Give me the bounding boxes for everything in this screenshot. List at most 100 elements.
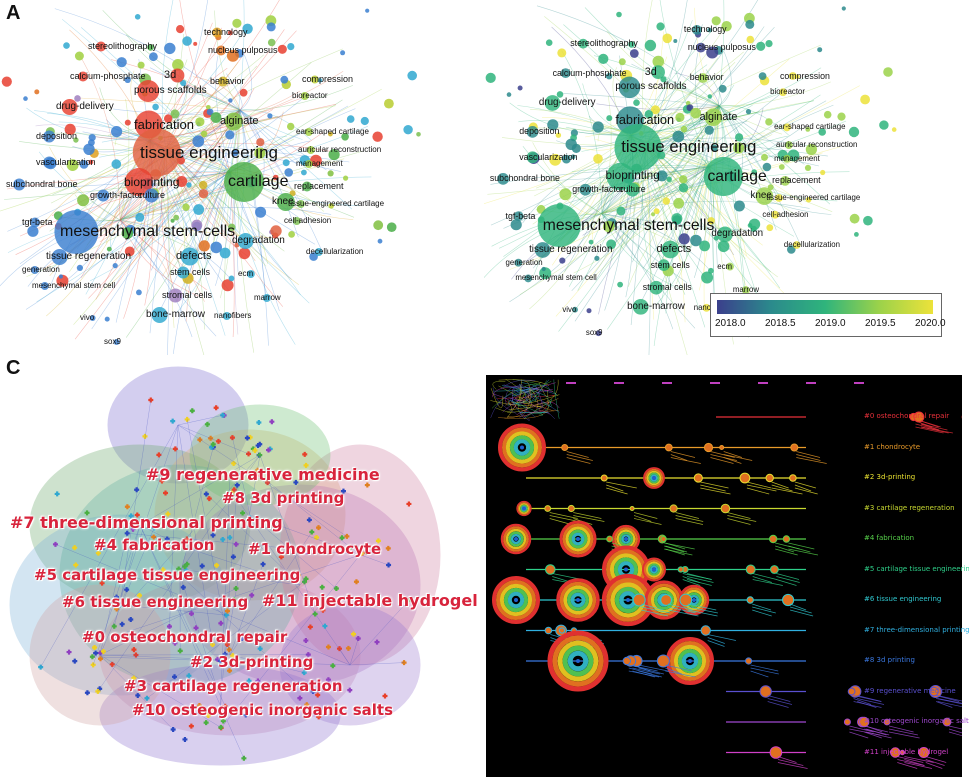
citation-ring (505, 431, 539, 464)
keyword-label-tissue-regeneration: tissue regeneration (529, 243, 613, 255)
citation-ring (654, 590, 674, 610)
network-node (616, 11, 622, 18)
network-node (805, 126, 811, 132)
keyword-node-ecm (726, 262, 734, 271)
keyword-node-replacement (780, 176, 790, 186)
network-edge (719, 105, 790, 136)
cluster-member-marker (243, 712, 249, 718)
network-node (593, 154, 603, 164)
network-edge (632, 166, 710, 263)
network-edge (719, 105, 783, 135)
cluster-member-marker (405, 598, 411, 604)
timeline-cluster-label-1-chondrocyte: #1 chondrocyte (864, 442, 921, 451)
network-edge (578, 105, 720, 233)
cluster-member-marker (240, 510, 246, 516)
keyword-node-cell-adhesion (771, 210, 780, 219)
network-edge (119, 97, 305, 221)
citation-ring (646, 470, 662, 486)
keyword-node-mesenchymal-stem-cells (537, 203, 581, 248)
cluster-member-marker (84, 510, 90, 516)
network-node (588, 239, 594, 245)
timeline-thumbnail-edge (497, 395, 555, 399)
cluster-member-marker (210, 532, 216, 538)
network-edge (106, 171, 231, 202)
keyword-node-deposition (526, 126, 539, 138)
keyword-label-ecm: ecm (238, 269, 254, 278)
network-edge (627, 166, 710, 288)
timeline-node-label (573, 512, 602, 519)
cluster-member-marker (340, 488, 346, 494)
cluster-member-marker (156, 452, 162, 458)
network-edge (146, 171, 231, 296)
cluster-link (99, 654, 174, 730)
timeline-node-label (727, 515, 757, 522)
network-node (673, 197, 685, 209)
citation-ring (507, 591, 525, 609)
network-node (680, 125, 688, 133)
timeline-thumbnail-edge (505, 379, 532, 413)
network-node (104, 316, 110, 322)
network-node (708, 267, 714, 274)
keyword-label-deposition: deposition (36, 131, 78, 141)
network-node (198, 240, 210, 252)
timeline-node (883, 718, 891, 726)
timeline-node-label (849, 725, 874, 733)
network-node (284, 168, 294, 177)
network-node (255, 206, 267, 218)
keyword-label-bioreactor: bioreactor (770, 87, 805, 97)
citation-ring (499, 583, 533, 617)
keyword-node-behavior (218, 76, 228, 87)
network-edge (119, 219, 211, 259)
cluster-member-marker (344, 533, 350, 539)
network-edge (562, 93, 720, 107)
network-node (228, 223, 236, 231)
cluster-link (349, 600, 409, 666)
network-edge (101, 109, 241, 143)
network-node (713, 235, 719, 241)
keyword-node-subchondral-bone (13, 178, 26, 191)
network-node (1, 76, 12, 87)
timeline-node-label (866, 728, 887, 736)
cluster-label-9-regenerative-medicine: #9 regenerative medicine (146, 465, 380, 484)
timeline-node-label (634, 518, 662, 525)
cluster-member-marker (375, 538, 381, 544)
cluster-label-3-cartilage-regeneration: #3 cartilage regeneration (124, 677, 343, 695)
network-edge (719, 81, 831, 107)
cluster-member-marker (84, 690, 90, 696)
network-node (485, 72, 496, 83)
cluster-member-marker (160, 567, 166, 573)
cluster-member-marker (213, 405, 219, 411)
timeline-node-label (670, 454, 688, 461)
keyword-node-vivo (89, 315, 96, 321)
keyword-node-stromal-cells (649, 280, 664, 295)
cluster-member-marker (301, 670, 307, 676)
cluster-member-marker (131, 647, 137, 653)
network-edge (601, 213, 692, 251)
cluster-link (139, 524, 226, 707)
network-node (678, 183, 689, 193)
keyword-label-cartilage: cartilage (228, 173, 289, 190)
keyword-node-cell-adhesion (292, 217, 301, 225)
network-edge (74, 109, 241, 340)
cluster-link (114, 524, 141, 627)
timeline-node-label (752, 606, 776, 614)
keyword-label-vascularization: vascularization (36, 157, 96, 167)
network-node (34, 89, 40, 95)
network-edge (718, 105, 781, 198)
keyword-node-stereolithography (96, 41, 106, 52)
network-node (199, 180, 208, 190)
cluster-link (179, 447, 214, 576)
timeline-node-label (723, 451, 743, 458)
timeline-node-label (915, 423, 939, 431)
timeline-node (703, 442, 714, 453)
timeline-node (859, 716, 870, 728)
network-node (182, 203, 190, 211)
network-edge (585, 105, 720, 138)
network-node (711, 144, 718, 152)
timeline-thumbnail-edge (542, 397, 552, 407)
keyword-label-tissue-engineering: tissue engineering (140, 143, 278, 162)
cluster-member-marker (159, 478, 165, 484)
cluster-link (232, 437, 251, 516)
network-edge (151, 171, 231, 271)
citation-ring (643, 467, 665, 489)
